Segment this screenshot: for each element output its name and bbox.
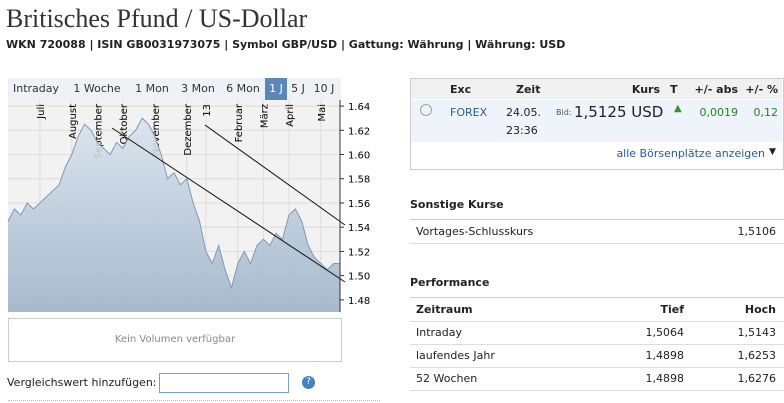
title: Britisches Pfund / US-Dollar — [6, 4, 308, 33]
chart: 1.48 1.50 1.52 1.54 1.56 1.58 1.60 1.62 1.64 Juli… — [7, 100, 370, 312]
bid-label: Bid: — [556, 108, 572, 117]
x-tick-label: November — [151, 103, 162, 156]
th: +/- abs — [694, 83, 738, 96]
x-tick-label: April — [285, 104, 296, 127]
section-title: Sonstige Kurse — [410, 198, 504, 211]
clock-icon — [420, 104, 432, 116]
tab[interactable]: 1 Woche — [66, 78, 128, 100]
change-abs: 0,0019 — [699, 106, 739, 119]
tab[interactable]: 6 Mon — [222, 78, 264, 100]
trend-line — [111, 127, 346, 283]
cell: 1,5106 — [737, 225, 777, 238]
cell: 1,4898 — [645, 372, 685, 385]
table-row: Intraday 1,5064 1,5143 — [410, 322, 784, 345]
section-title: Performance — [410, 276, 490, 289]
y-tick-label: 1.54 — [348, 223, 370, 234]
y-tick-label: 1.50 — [348, 272, 370, 283]
compare-label: Vergleichswert hinzufügen: — [7, 376, 157, 389]
cell: 1,6276 — [737, 372, 777, 385]
trend-line — [204, 124, 346, 226]
table-row: laufendes Jahr 1,4898 1,6253 — [410, 345, 784, 368]
more-link[interactable]: alle Börsenplätze anzeigen — [616, 147, 765, 160]
th: Exc — [450, 83, 472, 96]
tab[interactable]: 1 Mon — [130, 78, 174, 100]
th: Zeitraum — [416, 303, 473, 316]
up-arrow: ▲ — [674, 103, 682, 114]
change-pct: 0,12 — [753, 106, 779, 119]
cell: laufendes Jahr — [416, 349, 495, 362]
x-tick-label: Juli — [36, 104, 47, 120]
rule — [410, 297, 784, 298]
x-tick-label: Oktober — [119, 103, 130, 144]
cell: 1,5143 — [737, 326, 777, 339]
price: 1,5125 USD — [574, 103, 664, 121]
th: Hoch — [744, 303, 776, 316]
th: T — [670, 83, 678, 96]
cell: 52 Wochen — [416, 372, 478, 385]
y-tick-label: 1.62 — [348, 126, 370, 137]
quote-row — [411, 100, 782, 142]
y-tick-label: 1.56 — [348, 199, 370, 210]
th: +/- % — [745, 83, 778, 96]
table-header: Zeitraum Tief Hoch — [410, 299, 784, 322]
x-tick-label: Dezember — [183, 103, 194, 155]
x-tick-label: August — [68, 104, 79, 139]
table-row: Vortages-Schlusskurs 1,5106 — [410, 221, 784, 244]
exchange[interactable]: FOREX — [450, 106, 488, 119]
cell: Vortages-Schlusskurs — [416, 225, 534, 238]
tab[interactable]: 3 Mon — [176, 78, 220, 100]
dropdown-arrow[interactable]: ▼ — [769, 147, 776, 157]
y-tick-label: 1.60 — [348, 151, 370, 162]
area — [8, 118, 340, 312]
th: Tief — [660, 303, 684, 316]
rule — [410, 219, 784, 220]
cell: Intraday — [416, 326, 463, 339]
x-tick-label: Mai — [317, 104, 328, 122]
subtitle: WKN 720088 | ISIN GB0031973075 | Symbol … — [6, 38, 566, 51]
tab[interactable]: Intraday — [8, 78, 64, 100]
tab[interactable]: 5 J — [288, 78, 308, 100]
tab[interactable]: 1 J — [265, 78, 287, 100]
line — [7, 117, 340, 290]
time: 23:36 — [506, 124, 538, 137]
y-tick-label: 1.52 — [348, 247, 370, 258]
divider — [8, 400, 380, 401]
table-row: 52 Wochen 1,4898 1,6276 — [410, 368, 784, 391]
date: 24.05. — [506, 106, 541, 119]
y-tick-label: 1.64 — [348, 102, 370, 113]
th: Zeit — [516, 83, 541, 96]
tab[interactable]: 10 J — [310, 78, 338, 100]
cell: 1,5064 — [645, 326, 685, 339]
volume-box: Kein Volumen verfügbar — [8, 318, 342, 362]
y-tick-label: 1.48 — [348, 296, 370, 307]
cell: 1,6253 — [737, 349, 777, 362]
cell: 1,4898 — [645, 349, 685, 362]
y-tick-label: 1.58 — [348, 175, 370, 186]
x-tick-label: Februar — [234, 103, 245, 142]
x-tick-label: September — [93, 103, 104, 159]
x-tick-label: 13 — [202, 104, 213, 117]
x-tick-label: März — [259, 104, 270, 128]
compare-input[interactable] — [159, 373, 289, 393]
help-icon[interactable]: ? — [302, 376, 315, 389]
th: Kurs — [631, 83, 660, 96]
quote-header — [411, 79, 782, 99]
